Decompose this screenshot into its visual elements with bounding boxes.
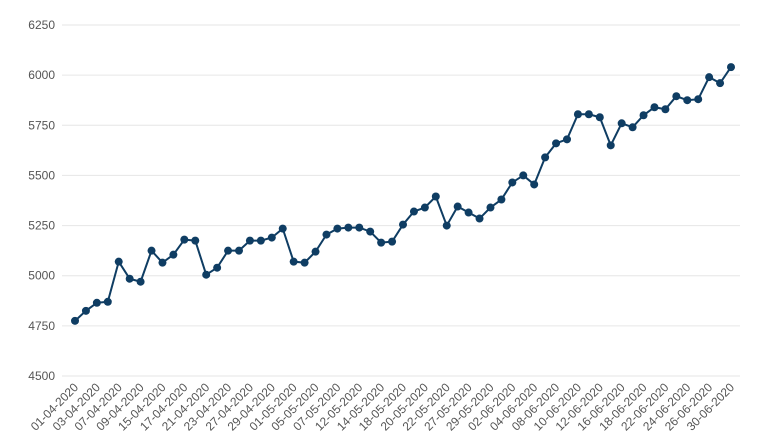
point [431, 192, 440, 201]
point [486, 203, 495, 212]
y-tick-label: 6250 [28, 18, 55, 32]
point [147, 246, 156, 255]
point [716, 79, 725, 88]
point [497, 195, 506, 204]
y-tick-label: 5500 [28, 168, 55, 182]
point [377, 238, 386, 247]
point [136, 277, 145, 286]
y-tick-label: 5250 [28, 219, 55, 233]
point [475, 214, 484, 223]
point [245, 236, 254, 245]
point [464, 208, 473, 217]
point [169, 250, 178, 259]
point [333, 224, 342, 233]
point [628, 123, 637, 132]
point [563, 135, 571, 144]
line [74, 66, 732, 322]
point [508, 178, 517, 187]
point [519, 171, 528, 180]
point [158, 258, 167, 267]
point [672, 92, 681, 101]
point [530, 180, 539, 189]
point [92, 298, 101, 307]
point [180, 235, 189, 244]
point [191, 236, 200, 245]
point [256, 236, 265, 245]
point [125, 274, 134, 283]
y-tick-label: 6000 [28, 68, 55, 82]
point [705, 73, 714, 82]
point [694, 95, 703, 104]
y-tick-label: 5750 [28, 118, 55, 132]
point [683, 96, 692, 105]
point [453, 202, 462, 211]
point [300, 258, 309, 267]
point [103, 297, 112, 306]
point [114, 257, 123, 266]
point [355, 223, 364, 232]
point [595, 113, 604, 122]
point [71, 316, 79, 325]
point [552, 139, 561, 148]
point [235, 246, 243, 255]
point [584, 110, 593, 119]
point [289, 257, 298, 266]
point [639, 111, 648, 120]
point [606, 141, 615, 150]
point [409, 207, 418, 216]
y-tick-label: 4750 [28, 319, 55, 333]
point [541, 153, 550, 162]
point [650, 103, 659, 112]
point [81, 306, 90, 315]
point [388, 237, 397, 246]
point [278, 224, 287, 233]
point [267, 233, 276, 242]
point [573, 110, 582, 119]
point [311, 247, 320, 256]
point [727, 63, 735, 72]
point [366, 227, 375, 236]
point [322, 230, 331, 239]
y-tick-label: 5000 [28, 269, 55, 283]
point [224, 246, 233, 255]
point [661, 105, 670, 114]
point [344, 223, 353, 232]
point [420, 203, 429, 212]
point [399, 220, 407, 229]
y-tick-label: 4500 [28, 369, 55, 383]
point [213, 263, 222, 272]
point [442, 221, 451, 230]
point [617, 119, 626, 128]
point [202, 270, 211, 279]
